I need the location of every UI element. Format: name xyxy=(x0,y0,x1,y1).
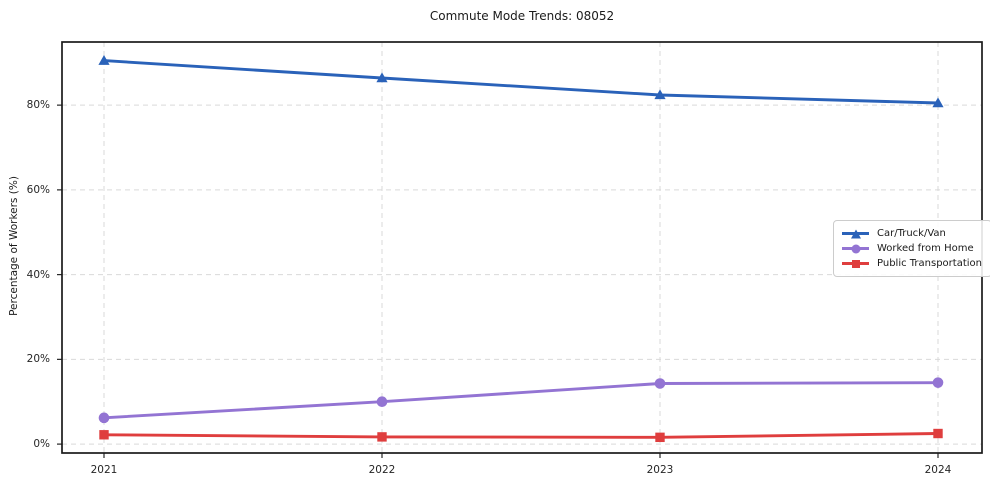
y-tick-label: 0% xyxy=(33,438,50,451)
y-tick-label: 20% xyxy=(26,353,50,366)
legend-label: Public Transportation xyxy=(877,258,982,269)
x-tick-label: 2022 xyxy=(368,464,396,476)
series-line-1 xyxy=(102,381,940,420)
circle-marker-icon xyxy=(851,244,860,253)
legend-item: Worked from Home xyxy=(842,241,982,256)
data-point-marker xyxy=(98,55,110,65)
legend-sample xyxy=(842,228,869,240)
legend-sample xyxy=(842,258,869,270)
data-point-marker xyxy=(376,396,388,408)
legend-item: Car/Truck/Van xyxy=(842,226,982,241)
series-line-2 xyxy=(102,432,940,439)
x-tick-label: 2021 xyxy=(90,464,118,476)
legend-item: Public Transportation xyxy=(842,256,982,271)
data-point-marker xyxy=(99,430,109,440)
data-point-marker xyxy=(654,378,666,389)
data-point-marker xyxy=(655,432,665,443)
legend-sample xyxy=(842,243,869,255)
chart-title: Commute Mode Trends: 08052 xyxy=(429,9,615,23)
y-tick-label: 40% xyxy=(26,268,50,281)
data-point-marker xyxy=(376,72,388,83)
data-point-marker xyxy=(932,377,944,388)
data-point-marker xyxy=(654,89,666,100)
data-point-marker xyxy=(377,432,387,442)
y-tick-label: 60% xyxy=(26,183,50,196)
series-line-0 xyxy=(102,59,940,105)
legend-label: Car/Truck/Van xyxy=(877,228,946,239)
legend-label: Worked from Home xyxy=(877,243,974,254)
data-point-marker xyxy=(933,428,943,439)
x-tick-label: 2023 xyxy=(646,464,674,476)
square-marker-icon xyxy=(851,259,860,268)
data-point-marker xyxy=(932,97,944,108)
x-tick-label: 2024 xyxy=(924,464,952,476)
triangle-marker-icon xyxy=(850,229,861,238)
y-tick-label: 80% xyxy=(26,99,50,112)
legend: Car/Truck/Van Worked from Home Public Tran… xyxy=(833,220,990,277)
data-point-marker xyxy=(98,412,110,424)
